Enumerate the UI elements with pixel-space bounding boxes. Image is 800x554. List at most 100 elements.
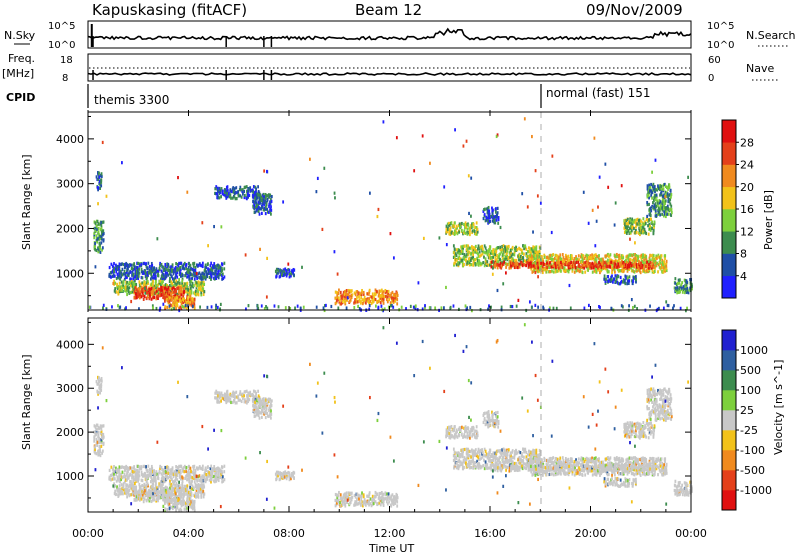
power-cell	[614, 279, 617, 283]
power-cell	[342, 297, 345, 302]
power-cell	[132, 280, 135, 285]
power-cell	[479, 261, 482, 265]
velocity-cell	[93, 435, 96, 439]
power-cell	[582, 264, 585, 268]
power-cell	[175, 296, 178, 300]
velocity-cell	[137, 489, 140, 493]
power-cell	[101, 246, 104, 250]
power-cell	[528, 300, 531, 304]
velocity-cell	[135, 498, 138, 502]
power-cell	[170, 307, 173, 311]
velocity-cell	[100, 440, 103, 445]
power-cell	[166, 264, 169, 269]
power-cell	[270, 199, 273, 203]
velocity-cell	[217, 478, 220, 483]
power-cell	[667, 199, 670, 204]
power-cell	[631, 220, 634, 224]
power-cell	[384, 290, 387, 294]
nave-tick-top: 60	[708, 55, 721, 66]
velocity-cell	[164, 465, 167, 470]
power-cell	[255, 190, 257, 194]
power-cell	[635, 277, 637, 282]
power-cell	[169, 289, 172, 293]
velocity-cell	[216, 477, 218, 481]
power-cell	[563, 266, 566, 271]
power-cell	[170, 265, 173, 269]
power-cell	[500, 250, 503, 254]
power-cell	[124, 265, 127, 269]
power-cell	[613, 253, 616, 257]
power-cell	[649, 260, 652, 265]
power-cell	[589, 256, 592, 260]
power-cell	[503, 248, 506, 252]
power-cell	[337, 291, 340, 296]
velocity-cell	[148, 474, 151, 478]
power-cell	[648, 269, 651, 273]
velocity-cell	[176, 489, 179, 493]
power-cell	[218, 186, 221, 191]
power-cell	[557, 263, 560, 267]
power-cell	[617, 264, 619, 268]
power-cell	[94, 244, 96, 248]
velocity-cell	[167, 497, 170, 501]
velocity-cell	[146, 478, 148, 482]
power-cell	[357, 291, 360, 295]
velocity-cell	[143, 491, 146, 495]
velocity-cell	[124, 468, 127, 472]
power-cell	[493, 217, 496, 221]
velocity-cell	[233, 399, 236, 403]
power-cell	[98, 241, 101, 245]
power-cell	[610, 258, 612, 262]
power-cell	[214, 269, 217, 273]
power-cell	[534, 169, 537, 173]
power-cell	[171, 290, 174, 294]
power-cell	[522, 256, 525, 260]
power-cell	[481, 247, 484, 251]
power-cell	[438, 236, 441, 240]
velocity-cell	[115, 473, 118, 477]
velocity-cell	[164, 507, 167, 511]
power-cell	[144, 288, 147, 292]
cpid-label: CPID	[6, 91, 35, 104]
power-cell	[167, 262, 170, 267]
velocity-cell	[174, 490, 176, 494]
power-cell	[595, 259, 598, 263]
power-cell	[585, 258, 588, 262]
power-cell	[495, 134, 498, 139]
power-cell	[540, 258, 543, 262]
power-cell	[464, 304, 467, 308]
velocity-cell	[215, 470, 218, 474]
power-cell	[607, 185, 610, 189]
power-cell	[631, 225, 634, 229]
power-cell	[381, 294, 384, 298]
velocity-cell	[172, 475, 175, 479]
power-cell	[624, 263, 627, 267]
power-cell	[169, 276, 171, 281]
velocity-cell	[179, 496, 182, 500]
power-cell	[552, 258, 554, 262]
power-cell	[652, 228, 655, 232]
velocity-cell	[133, 468, 136, 472]
power-cell	[119, 305, 122, 309]
freq-tick-top: 18	[60, 55, 73, 66]
power-cell	[462, 244, 465, 248]
power-cell	[503, 245, 506, 249]
power-cell	[490, 265, 493, 269]
velocity-cell	[93, 430, 96, 434]
power-cell	[166, 305, 169, 309]
power-cell	[461, 251, 464, 256]
power-cell	[623, 226, 626, 230]
power-cell	[562, 262, 565, 266]
power-cell	[549, 270, 552, 274]
power-cell	[193, 306, 196, 310]
power-cell	[160, 269, 163, 273]
power-cell	[616, 281, 619, 285]
power-cell	[213, 224, 215, 229]
power-cell	[652, 253, 655, 258]
velocity-cell	[201, 485, 203, 490]
velocity-cell	[150, 495, 153, 499]
power-cell	[468, 232, 471, 237]
power-cell	[153, 276, 156, 280]
power-cell	[275, 274, 278, 278]
power-cell	[533, 253, 536, 258]
